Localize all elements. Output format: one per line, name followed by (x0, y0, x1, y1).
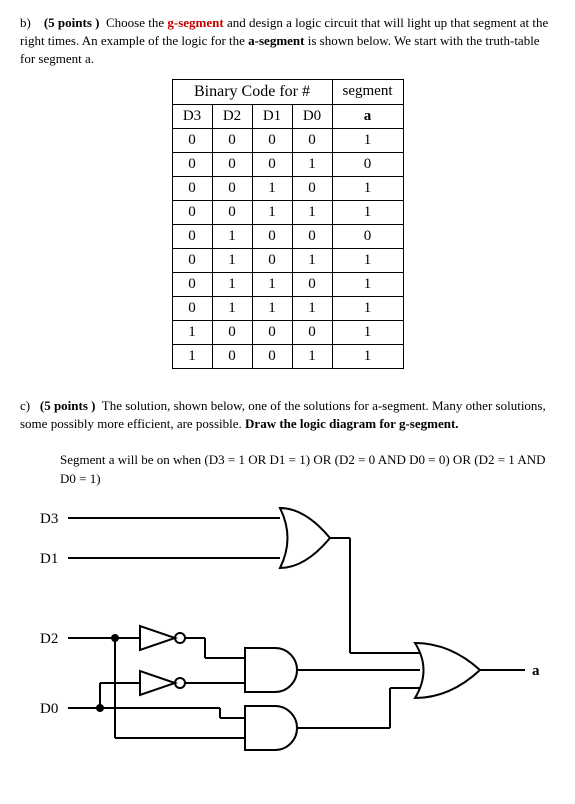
segment-header: segment (332, 79, 403, 104)
not-gate-d2 (140, 626, 175, 650)
table-cell: 0 (172, 224, 212, 248)
table-cell: 1 (292, 248, 332, 272)
not-gate-d0 (140, 671, 175, 695)
and-gate-1 (245, 648, 297, 692)
and-gate-2 (245, 706, 297, 750)
table-cell: 0 (252, 320, 292, 344)
table-cell: 1 (332, 200, 403, 224)
table-row: 00001 (172, 128, 403, 152)
table-cell: 0 (172, 152, 212, 176)
part-c-points: (5 points ) (40, 398, 96, 413)
g-segment-highlight: g-segment (167, 15, 223, 30)
table-cell: 1 (212, 248, 252, 272)
table-cell: 0 (172, 200, 212, 224)
logic-circuit: D3 D1 D2 D0 (30, 498, 555, 763)
part-b-prompt: b) (5 points ) Choose the g-segment and … (20, 14, 555, 69)
truth-table: Binary Code for # segment D3 D2 D1 D0 a … (172, 79, 404, 369)
table-row: 00010 (172, 152, 403, 176)
table-cell: 0 (292, 272, 332, 296)
table-cell: 0 (172, 176, 212, 200)
table-cell: 0 (212, 200, 252, 224)
table-cell: 0 (212, 320, 252, 344)
input-d0: D0 (40, 701, 58, 717)
table-cell: 1 (212, 224, 252, 248)
table-cell: 1 (172, 320, 212, 344)
part-c-bold: Draw the logic diagram for g-segment. (245, 416, 459, 431)
binary-header: Binary Code for # (172, 79, 332, 104)
table-cell: 1 (172, 344, 212, 368)
table-row: 00111 (172, 200, 403, 224)
table-cell: 0 (292, 176, 332, 200)
table-cell: 1 (212, 296, 252, 320)
table-cell: 0 (212, 176, 252, 200)
table-cell: 1 (252, 272, 292, 296)
a-segment-bold: a-segment (248, 33, 304, 48)
table-cell: 0 (252, 128, 292, 152)
or-gate-1 (280, 508, 330, 568)
table-cell: 0 (172, 296, 212, 320)
table-cell: 1 (292, 344, 332, 368)
table-row: 10011 (172, 344, 403, 368)
col-a: a (332, 104, 403, 128)
table-cell: 0 (172, 248, 212, 272)
table-col-header: D3 D2 D1 D0 a (172, 104, 403, 128)
table-cell: 1 (252, 200, 292, 224)
table-cell: 1 (292, 296, 332, 320)
col-d3: D3 (172, 104, 212, 128)
table-cell: 0 (212, 152, 252, 176)
table-cell: 1 (332, 320, 403, 344)
table-row: 10001 (172, 320, 403, 344)
table-cell: 1 (252, 296, 292, 320)
part-b-text1: Choose the (106, 15, 167, 30)
part-b-points: (5 points ) (44, 15, 100, 30)
table-cell: 1 (332, 296, 403, 320)
table-cell: 0 (172, 128, 212, 152)
table-cell: 0 (172, 272, 212, 296)
table-cell: 0 (292, 320, 332, 344)
table-cell: 0 (212, 128, 252, 152)
circuit-svg: D3 D1 D2 D0 (30, 498, 550, 758)
input-d1: D1 (40, 551, 58, 567)
table-cell: 0 (252, 152, 292, 176)
table-cell: 0 (212, 344, 252, 368)
part-b-label: b) (20, 15, 31, 30)
input-d2: D2 (40, 631, 58, 647)
col-d2: D2 (212, 104, 252, 128)
table-cell: 1 (252, 176, 292, 200)
input-d3: D3 (40, 511, 58, 527)
table-cell: 1 (292, 152, 332, 176)
table-row: 01111 (172, 296, 403, 320)
table-cell: 1 (292, 200, 332, 224)
part-c-label: c) (20, 398, 30, 413)
table-cell: 0 (252, 248, 292, 272)
table-cell: 0 (292, 128, 332, 152)
table-cell: 1 (332, 344, 403, 368)
table-cell: 1 (332, 176, 403, 200)
table-cell: 1 (332, 128, 403, 152)
table-cell: 1 (332, 248, 403, 272)
part-c-prompt: c) (5 points ) The solution, shown below… (20, 397, 555, 433)
table-row: 01000 (172, 224, 403, 248)
solution-text: Segment a will be on when (D3 = 1 OR D1 … (60, 451, 555, 487)
table-row: 01011 (172, 248, 403, 272)
table-cell: 0 (292, 224, 332, 248)
or-gate-final (415, 643, 480, 698)
table-cell: 0 (332, 152, 403, 176)
col-d1: D1 (252, 104, 292, 128)
output-a: a (532, 663, 540, 679)
table-row: 01101 (172, 272, 403, 296)
table-cell: 1 (332, 272, 403, 296)
table-cell: 1 (212, 272, 252, 296)
table-cell: 0 (252, 344, 292, 368)
col-d0: D0 (292, 104, 332, 128)
table-row: 00101 (172, 176, 403, 200)
table-cell: 0 (252, 224, 292, 248)
table-cell: 0 (332, 224, 403, 248)
